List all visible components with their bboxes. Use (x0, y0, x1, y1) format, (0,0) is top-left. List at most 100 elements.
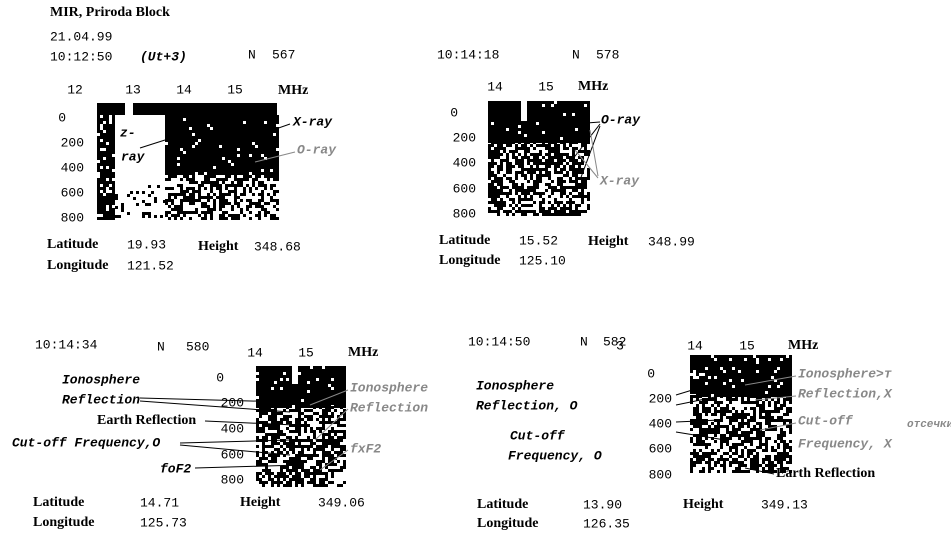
ionogram-pixel (180, 163, 183, 166)
ionogram-pixel (569, 107, 572, 110)
ionogram-pixel (226, 106, 229, 109)
ionogram-pixel (213, 193, 216, 196)
ionogram-pixel (491, 101, 494, 104)
ionogram-pixel (545, 171, 548, 174)
ionogram-pixel (771, 361, 774, 364)
ionogram-pixel (261, 181, 264, 184)
ionogram-pixel (256, 475, 259, 478)
ionogram-pixel (503, 116, 506, 119)
ionogram-pixel (497, 144, 500, 147)
ionogram-pixel (503, 113, 506, 116)
ionogram-pixel (750, 440, 753, 443)
ionogram-pixel (771, 373, 774, 376)
ionogram-pixel (708, 458, 711, 461)
ionogram-pixel (759, 361, 762, 364)
ionogram-pixel (337, 375, 340, 378)
ionogram-pixel (340, 466, 343, 469)
ionogram-pixel (259, 390, 262, 393)
ionogram-pixel (261, 193, 264, 196)
ionogram-pixel (106, 217, 109, 220)
ionogram-pixel (717, 355, 720, 358)
ionogram-pixel (319, 460, 322, 463)
ionogram-pixel (139, 103, 142, 106)
ionogram-pixel (313, 375, 316, 378)
ionogram-pixel (584, 183, 587, 186)
ionogram-pixel (714, 391, 717, 394)
ionogram-pixel (494, 122, 497, 125)
ionogram-pixel (777, 416, 780, 419)
ionogram-pixel (216, 157, 219, 160)
ionogram-pixel (521, 204, 524, 207)
ionogram-pixel (106, 118, 109, 121)
ionogram-pixel (777, 361, 780, 364)
ionogram-pixel (515, 137, 518, 140)
ionogram-pixel (183, 154, 186, 157)
ionogram-pixel (198, 121, 201, 124)
ionogram-pixel (195, 127, 198, 130)
ionogram-pixel (325, 439, 328, 442)
ionogram-pixel (174, 193, 177, 196)
ionogram-pixel (261, 190, 264, 193)
ionogram-pixel (175, 103, 178, 106)
ionogram-pixel (106, 133, 109, 136)
ionogram-pixel (121, 203, 124, 206)
ionogram-pixel (789, 379, 792, 382)
ionogram-pixel (267, 115, 270, 118)
ionogram-pixel (174, 124, 177, 127)
ionogram-pixel (277, 478, 280, 481)
ionogram-pixel (548, 213, 551, 216)
ionogram-pixel (774, 376, 777, 379)
time: 10:14:34 (35, 337, 98, 352)
ionogram-pixel (304, 445, 307, 448)
ionogram-pixel (198, 118, 201, 121)
ionogram-pixel (789, 373, 792, 376)
ionogram-pixel (307, 457, 310, 460)
ionogram-pixel (524, 128, 527, 131)
ionogram-pixel (530, 140, 533, 143)
ionogram-pixel (503, 122, 506, 125)
ionogram-pixel (298, 406, 301, 409)
ionogram-pixel (533, 183, 536, 186)
ionogram-pixel (192, 118, 195, 121)
ionogram-pixel (127, 194, 130, 197)
ionogram-pixel (313, 484, 316, 487)
ionogram-pixel (747, 355, 750, 358)
ionogram-pixel (587, 116, 590, 119)
ionogram-pixel (753, 364, 756, 367)
ionogram-pixel (322, 381, 325, 384)
ionogram-pixel (219, 115, 222, 118)
ionogram-pixel (581, 150, 584, 153)
ionogram-pixel (334, 372, 337, 375)
ionogram-pixel (183, 175, 186, 178)
ionogram-pixel (190, 106, 193, 109)
ionogram-pixel (286, 442, 289, 445)
ionogram-pixel (690, 464, 693, 467)
ionogram-pixel (711, 376, 714, 379)
ionogram-pixel (693, 449, 696, 452)
ionogram-pixel (112, 124, 115, 127)
ionogram-pixel (246, 172, 249, 175)
ionogram-pixel (177, 211, 180, 214)
ionogram-pixel (714, 367, 717, 370)
ionogram-pixel (270, 136, 273, 139)
ionogram-pixel (331, 454, 334, 457)
ionogram-pixel (276, 142, 279, 145)
ionogram-pixel (216, 121, 219, 124)
ionogram-pixel (295, 393, 298, 396)
ionogram-pixel (714, 373, 717, 376)
ionogram-pixel (189, 178, 192, 181)
ionogram-pixel (301, 439, 304, 442)
ionogram-pixel (762, 467, 765, 470)
ionogram-pixel (256, 430, 259, 433)
ionogram-pixel (258, 217, 261, 220)
time: 10:12:50 (50, 49, 112, 64)
ionogram-pixel (265, 366, 268, 369)
ionogram-pixel (177, 184, 180, 187)
ionogram-pixel (273, 205, 276, 208)
ionogram-pixel (225, 202, 228, 205)
ionogram-pixel (325, 384, 328, 387)
ionogram-pixel (249, 211, 252, 214)
ionogram-pixel (106, 145, 109, 148)
ionogram-pixel (732, 382, 735, 385)
ionogram-pixel (569, 104, 572, 107)
